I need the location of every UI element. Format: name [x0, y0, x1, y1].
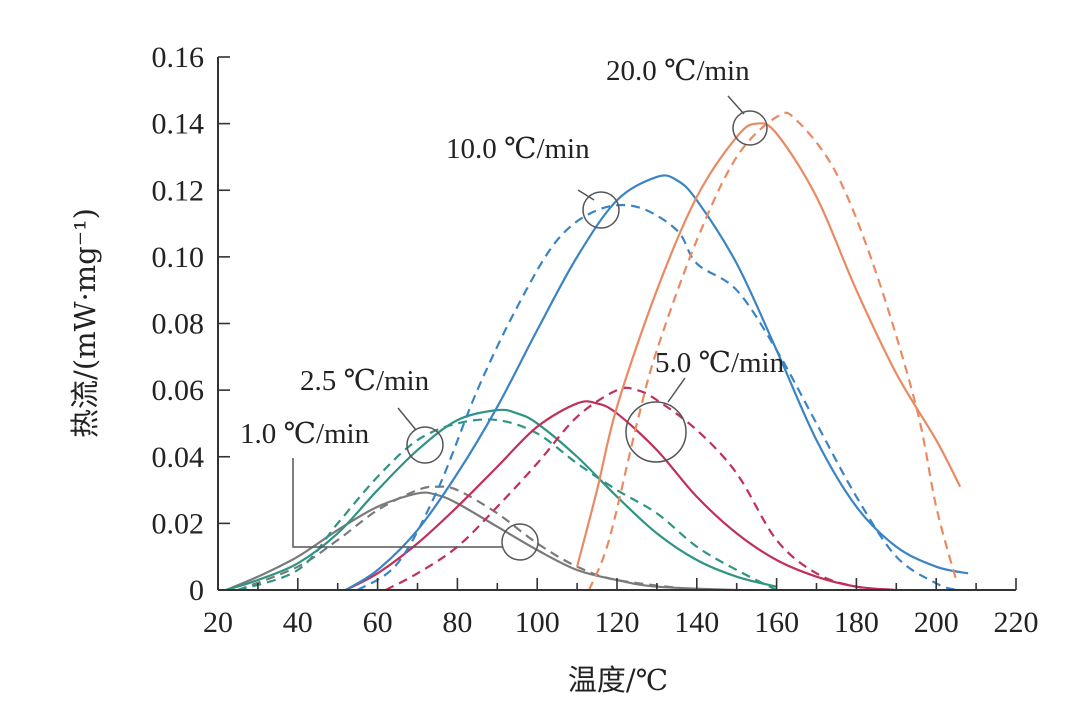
series-solid-4 — [345, 400, 897, 592]
annotation-label: 20.0 ℃/min — [606, 55, 750, 87]
annotation-leader-line — [727, 95, 745, 115]
annotation-circle — [582, 191, 620, 229]
series-solid-6 — [345, 174, 969, 591]
y-tick-label: 0.08 — [152, 308, 205, 341]
y-tick-label: 0 — [189, 574, 204, 607]
y-tick-label: 0.12 — [152, 174, 205, 207]
x-tick-label: 40 — [283, 606, 313, 639]
series-dashed-1 — [237, 485, 697, 592]
series-solid-8 — [576, 122, 962, 567]
x-tick-label: 200 — [914, 606, 959, 639]
annotation-leader-line — [397, 407, 417, 431]
y-tick-label: 0.02 — [152, 507, 205, 540]
x-tick-label: 140 — [674, 606, 719, 639]
x-tick-label: 180 — [834, 606, 879, 639]
y-tick-label: 0.06 — [152, 374, 205, 407]
annotation-label: 1.0 ℃/min — [240, 418, 370, 450]
x-tick-label: 80 — [442, 606, 472, 639]
annotation-leader-line — [577, 189, 595, 201]
series-layer — [225, 111, 969, 592]
y-tick-label: 0.04 — [152, 441, 205, 474]
series-dashed-7 — [357, 203, 957, 592]
y-tick-label: 0.10 — [152, 241, 205, 274]
x-tick-label: 160 — [754, 606, 799, 639]
series-dashed-9 — [588, 111, 958, 591]
annotation-label: 5.0 ℃/min — [655, 347, 785, 379]
x-tick-label: 220 — [994, 606, 1039, 639]
annotation-label: 2.5 ℃/min — [300, 365, 430, 397]
x-tick-label: 60 — [363, 606, 393, 639]
annotation-circle — [625, 401, 687, 463]
y-axis-label: 热流/(mW·mg⁻¹) — [68, 208, 102, 438]
series-dashed-5 — [385, 386, 897, 592]
annotations: 1.0 ℃/min 2.5 ℃/min 5.0 ℃/min 10.0 ℃/min 20.… — [240, 55, 785, 561]
annotation-circle — [732, 110, 768, 146]
annotation-circle — [501, 523, 539, 561]
annotation-circle — [406, 426, 444, 464]
annotation-leader-line — [292, 458, 503, 548]
x-tick-label: 20 — [203, 606, 233, 639]
series-solid-0 — [225, 491, 737, 592]
x-tick-label: 100 — [515, 606, 560, 639]
axes: 20 40 60 80 100 120 140 160 180 200 220 0 0.02 0.04 0.… — [152, 41, 1039, 639]
x-tick-label: 120 — [595, 606, 640, 639]
annotation-label: 10.0 ℃/min — [446, 133, 590, 165]
y-tick-label: 0.14 — [152, 108, 205, 141]
y-tick-label: 0.16 — [152, 41, 205, 74]
series-dashed-3 — [237, 418, 778, 592]
x-axis-label: 温度/℃ — [568, 663, 668, 697]
annotation-leader-line — [667, 377, 686, 403]
